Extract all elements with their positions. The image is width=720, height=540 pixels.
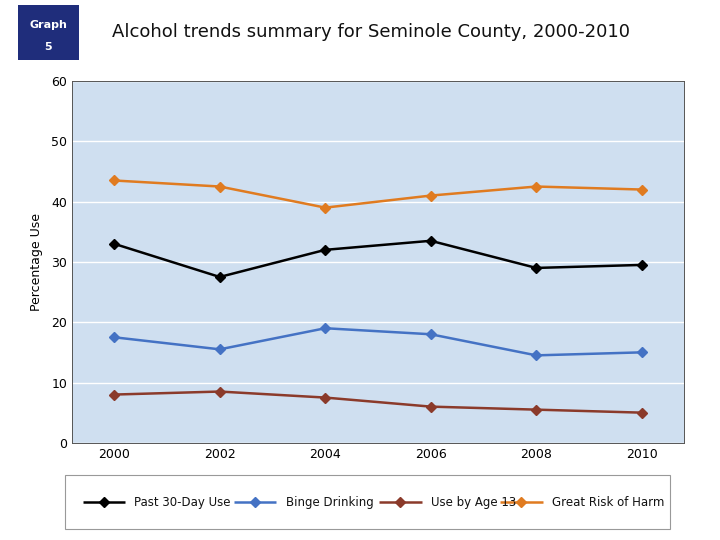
FancyBboxPatch shape — [65, 475, 670, 529]
FancyBboxPatch shape — [18, 5, 79, 59]
Text: Great Risk of Harm: Great Risk of Harm — [552, 496, 664, 509]
Text: Use by Age 13: Use by Age 13 — [431, 496, 516, 509]
Text: Binge Drinking: Binge Drinking — [286, 496, 373, 509]
Text: 5: 5 — [45, 42, 52, 52]
Text: Past 30-Day Use: Past 30-Day Use — [135, 496, 231, 509]
Text: Alcohol trends summary for Seminole County, 2000-2010: Alcohol trends summary for Seminole Coun… — [112, 23, 629, 42]
Text: Graph: Graph — [30, 19, 67, 30]
Y-axis label: Percentage Use: Percentage Use — [30, 213, 42, 311]
